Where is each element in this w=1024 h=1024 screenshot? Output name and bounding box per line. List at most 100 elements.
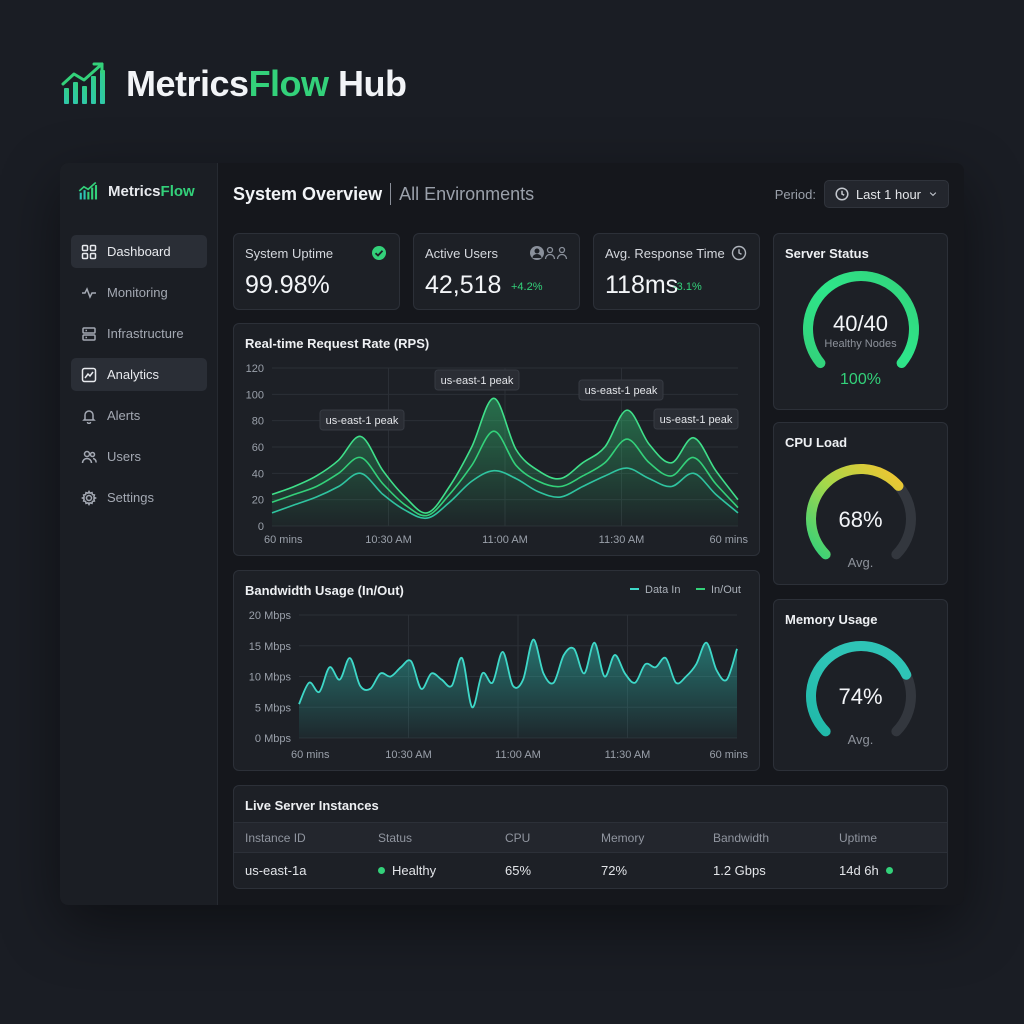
column-header[interactable]: Status [367,822,494,853]
legend-label: In/Out [711,584,741,596]
period-value: Last 1 hour [855,186,921,202]
x-tick-label: 60 mins [709,749,748,761]
chart-icon [81,367,97,382]
stat-delta: +4.2% [511,281,543,293]
column-header[interactable]: CPU [494,822,590,853]
gauge-title: CPU Load [785,435,848,450]
memory-cell: 72% [601,863,628,879]
series-area [272,398,738,526]
grid-icon [81,244,97,259]
gauge-value: 74% [838,684,883,709]
sidebar-item-alerts[interactable]: Alerts [71,399,207,432]
sidebar-item-monitoring[interactable]: Monitoring [71,276,207,309]
series-line [271,430,739,517]
column-header[interactable]: Memory [590,822,702,853]
x-tick-label: 10:30 AM [385,749,431,761]
y-tick-label: 15 Mbps [249,641,292,653]
title-divider [390,183,392,205]
check-circle-icon [372,246,386,260]
series-line [271,467,739,520]
rps-chart-card: Real-time Request Rate (RPS) 0 20 40 60 80 10… [233,323,760,556]
topbar: System Overview All Environments Period:… [233,180,949,208]
peak-label-box [653,408,739,430]
gauge-title: Server Status [785,246,869,261]
column-header[interactable]: Instance ID [234,822,367,853]
peak-label: us-east-1 peak [660,414,733,426]
gauge-fill [806,464,904,560]
chart-title: Real-time Request Rate (RPS) [245,336,430,351]
sidebar-item-label: Dashboard [107,244,171,259]
uptime-text: 14d 6h [839,863,879,879]
column-header[interactable]: Uptime [828,822,947,853]
peak-label-box [578,379,664,401]
pulse-icon [82,286,96,299]
hero-title: MetricsFlow Hub [126,63,407,104]
peak-label-box [434,369,520,391]
y-tick-label: 5 Mbps [255,702,292,714]
hero-brand: MetricsFlow Hub [60,58,407,110]
instances-card: Live Server Instances Instance ID Status… [233,785,948,889]
logo-icon [61,62,105,104]
instance-id: us-east-1a [245,863,307,879]
sidebar: MetricsFlow Dashboard Monitoring Infrast… [60,163,218,905]
cpu-gauge [806,464,916,560]
stat-label: Active Users [425,246,498,261]
sidebar-item-analytics[interactable]: Analytics [71,358,207,391]
chart-title: Bandwidth Usage (In/Out) [245,583,404,598]
table-title: Live Server Instances [245,798,379,813]
stat-label: System Uptime [245,246,334,261]
cpu-load-card: CPU Load 68% Avg. [773,422,948,585]
gauge-sublabel: Avg. [847,732,874,747]
status-text: Healthy [392,863,437,879]
logo-icon [78,181,98,200]
rps-chart: 0 20 40 60 80 100 120 60 mins 10:30 AM 11:00 AM 11… [246,363,749,546]
gauge-value: 40/40 [832,311,889,336]
y-tick-label: 100 [246,389,264,401]
stat-delta: -3.1% [673,281,702,293]
gauge-title: Memory Usage [785,612,878,627]
y-tick-label: 80 [252,416,264,428]
x-tick-label: 60 mins [709,534,748,546]
table-header-row: Instance ID Status CPU Memory Bandwidth … [234,822,947,853]
stat-value: 99.98% [245,271,330,299]
stat-value: 118ms [605,271,679,299]
y-tick-label: 60 [252,442,264,454]
y-tick-label: 40 [252,468,264,480]
sidebar-item-infrastructure[interactable]: Infrastructure [71,317,207,350]
sidebar-brand[interactable]: MetricsFlow [60,177,217,205]
peak-label-box [319,409,405,431]
cpu-cell: 65% [505,863,532,879]
server-status-card: Server Status 40/40 Healthy Nodes 100% [773,233,948,410]
uptime-cell: 14d 6h [828,853,947,889]
sidebar-item-users[interactable]: Users [71,440,207,473]
y-tick-label: 20 [252,495,264,507]
y-tick-label: 0 [258,521,264,533]
stat-card-active-users: Active Users 42,518 +4.2% [413,233,580,310]
sidebar-item-settings[interactable]: Settings [71,481,207,514]
bandwidth-chart: 0 Mbps 5 Mbps 10 Mbps 15 Mbps 20 Mbps 60 mins… [249,584,749,761]
page-subtitle: All Environments [399,183,535,204]
gauge-value: 68% [838,507,883,532]
status-dot-icon [885,867,893,875]
sidebar-item-dashboard[interactable]: Dashboard [71,235,207,268]
bandwidth-chart-card: Bandwidth Usage (In/Out) 0 Mbps 5 Mbps 10 … [233,570,760,771]
peak-label: us-east-1 peak [585,385,658,397]
column-header[interactable]: Bandwidth [702,822,828,853]
clock-icon [731,245,747,261]
bandwidth-cell: 1.2 Gbps [713,863,766,879]
sidebar-item-label: Monitoring [107,285,168,300]
gauge-percent: 100% [840,371,881,388]
page-title: System Overview [233,183,383,204]
gear-icon [81,489,97,506]
peak-label: us-east-1 peak [441,375,514,387]
x-tick-label: 60 mins [291,749,330,761]
server-status-gauge [803,271,919,369]
legend-label: Data In [645,584,680,596]
period-label: Period: [774,186,816,202]
period-dropdown[interactable]: Last 1 hour [823,180,949,208]
app-window: MetricsFlow Dashboard Monitoring Infrast… [60,163,964,905]
sidebar-item-label: Analytics [107,367,160,382]
y-tick-label: 0 Mbps [255,733,292,745]
table-row[interactable]: us-east-1a Healthy 65% 72% 1.2 Gbps 14d … [234,853,947,889]
stat-card-uptime: System Uptime 99.98% [233,233,400,310]
